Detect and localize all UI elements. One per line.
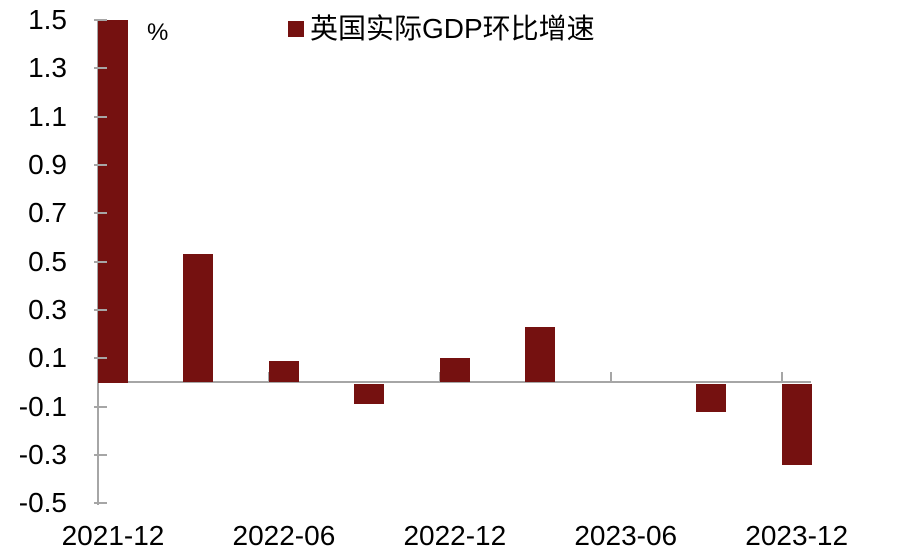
legend: 英国实际GDP环比增速 xyxy=(288,13,595,45)
legend-label: 英国实际GDP环比增速 xyxy=(310,13,595,44)
y-tick-label: -0.3 xyxy=(18,439,67,471)
bar-2022-03 xyxy=(183,254,214,383)
bar-2023-09 xyxy=(696,383,727,412)
x-tick-label: 2022-12 xyxy=(403,520,507,551)
y-tick-mark xyxy=(94,454,107,457)
y-tick-label: 0.3 xyxy=(28,293,67,325)
x-tick-label: 2023-06 xyxy=(574,520,678,551)
y-tick-mark xyxy=(94,308,107,311)
y-tick-label: 1.1 xyxy=(28,100,67,132)
bar-2021-12 xyxy=(98,19,128,383)
x-tick-label: 2022-06 xyxy=(232,520,336,551)
bar-2023-03 xyxy=(525,326,556,383)
y-tick-mark xyxy=(94,405,107,408)
y-tick-mark xyxy=(94,115,107,118)
y-tick-label: -0.1 xyxy=(18,390,67,422)
x-tick-label: 2023-12 xyxy=(745,520,849,551)
legend-swatch-icon xyxy=(288,21,304,37)
y-tick-mark xyxy=(94,357,107,360)
y-tick-label: 0.9 xyxy=(28,148,67,180)
y-tick-mark xyxy=(94,502,107,505)
y-axis-unit-label: % xyxy=(147,19,169,46)
y-tick-mark xyxy=(94,212,107,215)
y-tick-mark xyxy=(94,163,107,166)
y-tick-label: 0.7 xyxy=(28,197,67,229)
y-tick-label: 0.1 xyxy=(28,342,67,374)
x-tick-mark xyxy=(780,372,783,382)
y-tick-mark xyxy=(94,67,107,70)
bar-2022-06 xyxy=(268,360,299,383)
bar-2022-12 xyxy=(439,358,470,383)
x-tick-mark xyxy=(609,372,612,382)
y-tick-label: 1.5 xyxy=(28,3,67,35)
y-tick-label: 0.5 xyxy=(28,245,67,277)
bar-2022-09 xyxy=(354,383,385,405)
bar-2023-12 xyxy=(781,383,812,465)
y-tick-label: 1.3 xyxy=(28,52,67,84)
y-tick-mark xyxy=(94,18,107,21)
x-tick-label: 2021-12 xyxy=(61,520,165,551)
y-tick-mark xyxy=(94,260,107,263)
y-tick-label: -0.5 xyxy=(18,487,67,519)
